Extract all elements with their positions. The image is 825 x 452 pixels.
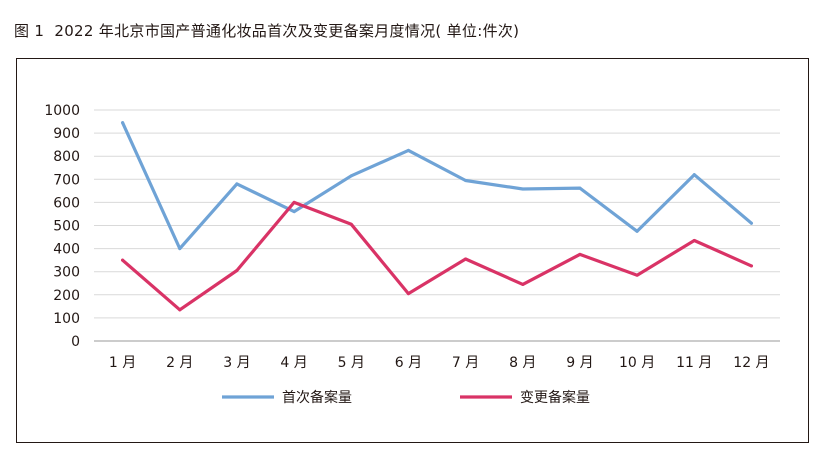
x-tick-label: 2 月	[166, 355, 193, 371]
y-tick-label: 700	[53, 172, 80, 188]
figure-title: 图 1 2022 年北京市国产普通化妆品首次及变更备案月度情况( 单位:件次)	[14, 20, 519, 41]
x-axis-ticks: 1 月 2 月 3 月 4 月 5 月 6 月 7 月 8 月 9 月 10 月 11 月 12 月	[109, 355, 770, 371]
data-point	[235, 269, 239, 273]
data-point	[235, 182, 239, 186]
data-point	[406, 292, 410, 296]
data-point	[692, 173, 696, 177]
data-point	[692, 239, 696, 243]
data-point	[749, 264, 753, 268]
data-point	[521, 282, 525, 286]
data-point	[521, 187, 525, 191]
x-tick-label: 8 月	[509, 355, 536, 371]
y-tick-label: 900	[53, 126, 80, 142]
y-tick-label: 800	[53, 149, 80, 165]
series-lines	[120, 121, 754, 312]
legend-label: 变更备案量	[520, 389, 590, 406]
x-tick-label: 6 月	[395, 355, 422, 371]
data-point	[464, 257, 468, 261]
data-point	[578, 186, 582, 190]
y-axis-ticks: 0 100 200 300 400 500 600 700 800 900 1000	[44, 103, 80, 350]
y-tick-label: 400	[53, 242, 80, 258]
data-point	[178, 308, 182, 312]
y-tick-label: 500	[53, 219, 80, 235]
y-tick-label: 300	[53, 265, 80, 281]
x-tick-label: 9 月	[566, 355, 593, 371]
legend: 首次备案量 变更备案量	[222, 389, 590, 406]
line-chart: 0 100 200 300 400 500 600 700 800 900 1000 1 月 2 月 3…	[44, 103, 780, 406]
data-point	[749, 221, 753, 225]
figure-number: 图 1	[14, 22, 45, 40]
x-tick-label: 10 月	[619, 355, 655, 371]
data-point	[292, 210, 296, 214]
data-point	[121, 121, 125, 125]
y-tick-label: 200	[53, 288, 80, 304]
data-point	[635, 229, 639, 233]
data-point	[406, 148, 410, 152]
y-tick-label: 0	[71, 334, 80, 350]
x-tick-label: 1 月	[109, 355, 136, 371]
figure-caption: 2022 年北京市国产普通化妆品首次及变更备案月度情况( 单位:件次)	[54, 22, 520, 40]
x-tick-label: 11 月	[676, 355, 712, 371]
data-point	[121, 258, 125, 262]
x-tick-label: 7 月	[452, 355, 479, 371]
series-line-2	[120, 200, 754, 312]
x-tick-label: 5 月	[338, 355, 365, 371]
gridlines	[94, 109, 780, 342]
y-tick-label: 100	[53, 311, 80, 327]
data-point	[349, 174, 353, 178]
legend-label: 首次备案量	[282, 389, 352, 406]
chart-frame: 0 100 200 300 400 500 600 700 800 900 1000 1 月 2 月 3…	[16, 58, 809, 443]
data-point	[178, 247, 182, 251]
x-tick-label: 3 月	[223, 355, 250, 371]
series-line-1	[120, 121, 754, 251]
y-tick-label: 1000	[44, 103, 80, 119]
x-tick-label: 4 月	[280, 355, 307, 371]
data-point	[635, 273, 639, 277]
data-point	[292, 200, 296, 204]
data-point	[349, 222, 353, 226]
data-point	[464, 178, 468, 182]
x-tick-label: 12 月	[733, 355, 769, 371]
data-point	[578, 252, 582, 256]
y-tick-label: 600	[53, 195, 80, 211]
